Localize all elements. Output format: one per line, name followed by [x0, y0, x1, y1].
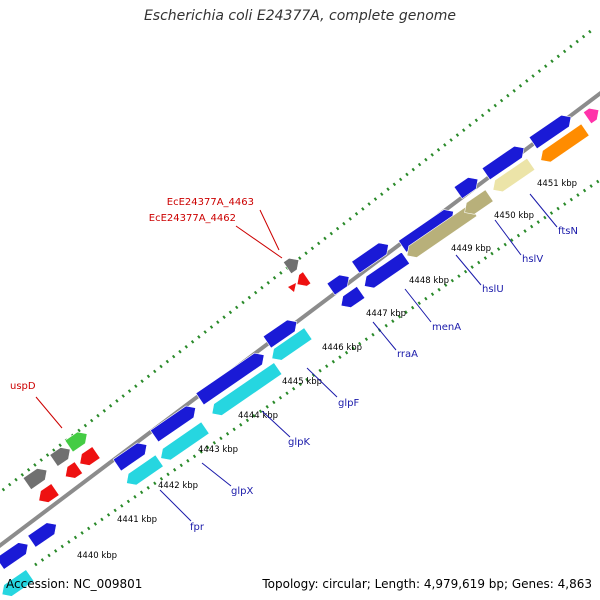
- gene-feature-30[interactable]: [282, 257, 300, 275]
- gene-feature-23[interactable]: [481, 145, 525, 181]
- map-title: Escherichia coli E24377A, complete genom…: [143, 8, 457, 24]
- gene-feature-18[interactable]: [351, 242, 389, 274]
- gene-feature-9[interactable]: [112, 442, 148, 472]
- gene-feature-24[interactable]: [406, 204, 478, 258]
- leader-line-glpK: [261, 410, 291, 438]
- genome-summary: Topology: circular; Length: 4,979,619 bp…: [262, 577, 592, 591]
- gene-feature-6[interactable]: [38, 483, 60, 503]
- gene-feature-29[interactable]: [582, 107, 600, 125]
- gene-label-menA[interactable]: menA: [432, 322, 461, 333]
- gene-label-hslU[interactable]: hslU: [482, 284, 504, 295]
- leader-line-EcE24377A_4462: [235, 225, 283, 259]
- gene-label-glpF[interactable]: glpF: [338, 398, 359, 409]
- leader-line-uspD: [35, 396, 63, 429]
- gene-feature-14[interactable]: [262, 319, 298, 349]
- leader-line-rraA: [372, 321, 397, 351]
- leader-line-hslV: [494, 219, 522, 256]
- accession-label: Accession: NC_009801: [6, 577, 143, 591]
- gene-feature-22[interactable]: [453, 177, 479, 200]
- tick-label-5: 4445 kbp: [282, 377, 322, 387]
- gene-features[interactable]: [0, 107, 600, 597]
- gene-label-hslV[interactable]: hslV: [522, 254, 543, 265]
- leader-line-menA: [404, 288, 432, 323]
- gene-feature-17[interactable]: [326, 274, 350, 296]
- gene-label-rraA[interactable]: rraA: [397, 349, 418, 360]
- gene-feature-16[interactable]: [271, 327, 313, 361]
- gene-feature-1[interactable]: [27, 522, 57, 548]
- gene-label-ftsN[interactable]: ftsN: [558, 226, 578, 237]
- leader-line-glpX: [201, 462, 232, 487]
- leader-line-hslU: [455, 254, 482, 286]
- gene-feature-20[interactable]: [364, 251, 411, 289]
- gene-feature-3[interactable]: [22, 468, 48, 491]
- gene-feature-25[interactable]: [464, 189, 494, 215]
- gene-feature-11[interactable]: [126, 454, 164, 486]
- leader-line-fpr: [159, 489, 192, 522]
- dotted-guide-inner: [34, 178, 600, 567]
- small-red-feature[interactable]: [288, 283, 296, 292]
- dotted-guides: [0, 28, 600, 567]
- leader-line-glpF: [306, 367, 338, 398]
- gene-feature-0[interactable]: [0, 542, 29, 570]
- gene-label-fpr[interactable]: fpr: [190, 522, 205, 533]
- gene-feature-13[interactable]: [195, 352, 265, 406]
- gene-feature-15[interactable]: [211, 362, 283, 416]
- gene-label-EcE24377A_4462[interactable]: EcE24377A_4462: [149, 213, 236, 224]
- gene-label-glpK[interactable]: glpK: [288, 437, 310, 448]
- gene-label-EcE24377A_4463[interactable]: EcE24377A_4463: [167, 197, 254, 208]
- gene-feature-27[interactable]: [528, 114, 572, 150]
- leader-line-EcE24377A_4463: [259, 209, 280, 251]
- leader-line-ftsN: [529, 193, 558, 228]
- gene-feature-5[interactable]: [64, 431, 88, 453]
- gene-label-glpX[interactable]: glpX: [231, 486, 253, 497]
- gene-feature-2[interactable]: [1, 569, 35, 597]
- tick-label-3: 4443 kbp: [198, 445, 238, 455]
- tick-label-6: 4446 kbp: [322, 343, 362, 353]
- tick-label-11: 4451 kbp: [537, 179, 577, 189]
- gene-feature-12[interactable]: [160, 421, 210, 461]
- tick-label-0: 4440 kbp: [77, 551, 117, 561]
- tick-label-10: 4450 kbp: [494, 211, 534, 221]
- tick-label-7: 4447 kbp: [366, 309, 406, 319]
- gene-feature-4[interactable]: [49, 447, 71, 467]
- tick-label-1: 4441 kbp: [117, 515, 157, 525]
- gene-feature-19[interactable]: [340, 285, 366, 308]
- gene-feature-31[interactable]: [296, 271, 312, 287]
- gene-feature-8[interactable]: [79, 446, 101, 466]
- tick-label-4: 4444 kbp: [238, 411, 278, 421]
- gene-feature-7[interactable]: [65, 461, 84, 479]
- gene-feature-28[interactable]: [540, 123, 590, 163]
- gene-label-uspD[interactable]: uspD: [10, 381, 36, 392]
- gene-feature-10[interactable]: [149, 405, 196, 443]
- tick-labels: 4440 kbp 4441 kbp 4442 kbp 4443 kbp 4444 kbp…: [77, 179, 577, 561]
- tick-label-9: 4449 kbp: [451, 244, 491, 254]
- gene-feature-26[interactable]: [492, 157, 536, 193]
- tick-label-8: 4448 kbp: [409, 276, 449, 286]
- tick-label-2: 4442 kbp: [158, 481, 198, 491]
